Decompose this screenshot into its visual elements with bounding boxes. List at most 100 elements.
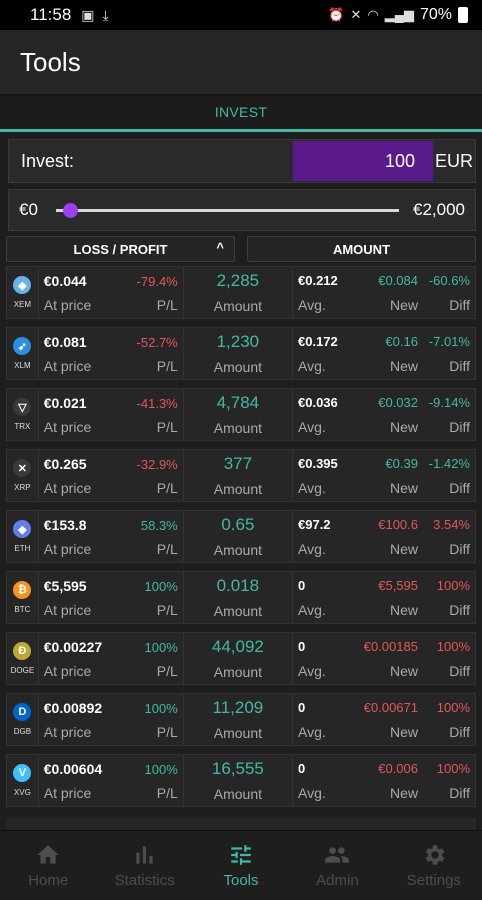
invest-amount-input[interactable]	[293, 141, 433, 181]
list-item[interactable]: ▽ TRX €0.021 -41.3% At price P/L 4,784 A…	[6, 388, 476, 441]
pl-value: -32.9%	[136, 456, 178, 472]
nav-settings[interactable]: Settings	[386, 831, 482, 900]
list-item[interactable]: ₿ BTC €5,595 100% At price P/L 0.018 Amo…	[6, 571, 476, 624]
bar-chart-icon	[135, 846, 153, 864]
pl-label: P/L	[156, 357, 178, 374]
nav-statistics[interactable]: Statistics	[96, 831, 192, 900]
sliders-icon	[231, 845, 251, 865]
new-value: €0.032	[378, 394, 418, 410]
sort-amount-button[interactable]: AMOUNT	[247, 236, 476, 262]
new-label: New	[389, 784, 418, 801]
diff-label: Diff	[449, 418, 470, 435]
sort-loss-profit-button[interactable]: LOSS / PROFIT ^	[6, 236, 235, 262]
invest-currency: EUR	[434, 150, 473, 171]
amount-value: 16,555	[211, 759, 264, 778]
amount-cell: 16,555 Amount	[184, 755, 293, 806]
pl-label: P/L	[156, 418, 178, 435]
avg-value: €0.212	[298, 272, 338, 288]
battery-percent: 70%	[419, 6, 452, 23]
new-label: New	[389, 296, 418, 313]
new-label: New	[389, 418, 418, 435]
slider-thumb[interactable]	[63, 202, 79, 218]
avg-cell: €97.2 €100.6 3.54% Avg. New Diff	[293, 511, 475, 562]
new-value: €0.006	[378, 760, 418, 776]
list-item[interactable]: ➶ XLM €0.081 -52.7% At price P/L 1,230 A…	[6, 327, 476, 380]
tab-invest[interactable]: INVEST	[0, 95, 482, 132]
invest-label: Invest:	[21, 150, 75, 171]
at-price-value: €0.044	[43, 272, 87, 289]
avg-label: Avg.	[298, 479, 326, 496]
amount-value: 2,285	[216, 271, 260, 290]
avg-value: 0	[298, 577, 306, 593]
app-bar: Tools	[0, 30, 482, 94]
people-icon	[325, 847, 350, 863]
coin-icon: ₿	[13, 581, 32, 599]
sort-amount-label: AMOUNT	[332, 241, 391, 257]
new-value: €5,595	[378, 577, 418, 593]
page-title: Tools	[20, 46, 81, 77]
coin-symbol: ETH	[14, 544, 31, 553]
avg-label: Avg.	[298, 540, 326, 557]
partial-list-item	[6, 818, 476, 830]
new-value: €0.39	[385, 455, 418, 471]
coin-icon: Ð	[13, 642, 32, 660]
at-price-value: €0.00604	[43, 760, 103, 777]
avg-label: Avg.	[298, 418, 326, 435]
list-item[interactable]: V XVG €0.00604 100% At price P/L 16,555 …	[6, 754, 476, 807]
invest-slider[interactable]	[55, 202, 399, 218]
diff-label: Diff	[449, 540, 470, 557]
coin-icon: V	[13, 764, 32, 782]
amount-label: Amount	[213, 603, 262, 619]
nav-admin[interactable]: Admin	[289, 831, 385, 900]
diff-value: 100%	[436, 577, 470, 593]
coin-symbol: TRX	[14, 422, 31, 431]
amount-label: Amount	[213, 542, 262, 558]
list-item[interactable]: ◈ XEM €0.044 -79.4% At price P/L 2,285 A…	[6, 266, 476, 319]
at-price-value: €0.00892	[43, 699, 103, 716]
nav-tools-label: Tools	[223, 872, 259, 889]
diff-value: -9.14%	[428, 394, 470, 410]
list-item[interactable]: D DGB €0.00892 100% At price P/L 11,209 …	[6, 693, 476, 746]
nav-tools[interactable]: Tools	[193, 831, 289, 900]
coin-cell: ➶ XLM	[7, 328, 39, 379]
list-item[interactable]: Ð DOGE €0.00227 100% At price P/L 44,092…	[6, 632, 476, 685]
diff-label: Diff	[449, 784, 470, 801]
nav-home[interactable]: Home	[0, 831, 96, 900]
coin-cell: ✕ XRP	[7, 450, 39, 501]
new-value: €0.00671	[363, 699, 418, 715]
avg-value: 0	[298, 760, 306, 776]
pl-value: -52.7%	[136, 334, 178, 350]
pl-label: P/L	[156, 662, 178, 679]
price-cell: €153.8 58.3% At price P/L	[39, 511, 184, 562]
amount-cell: 44,092 Amount	[184, 633, 293, 684]
coin-symbol: DGB	[13, 727, 32, 736]
amount-label: Amount	[213, 298, 262, 314]
mute-icon: ✕	[350, 7, 362, 22]
amount-value: 11,209	[212, 698, 264, 717]
at-price-label: At price	[43, 723, 92, 740]
status-time: 11:58	[30, 5, 72, 24]
at-price-value: €153.8	[43, 516, 87, 533]
avg-value: €97.2	[298, 516, 331, 532]
avg-label: Avg.	[298, 601, 326, 618]
amount-label: Amount	[213, 786, 262, 802]
list-item[interactable]: ◆ ETH €153.8 58.3% At price P/L 0.65 Amo…	[6, 510, 476, 563]
status-bar: 11:58 ▣ ⤓ ⏰ ✕ ◠ ▂▄▆ 70%	[0, 0, 482, 30]
amount-label: Amount	[213, 725, 262, 741]
pl-value: 100%	[144, 639, 178, 655]
sort-row: LOSS / PROFIT ^ AMOUNT	[6, 236, 476, 262]
coin-cell: ▽ TRX	[7, 389, 39, 440]
at-price-value: €0.265	[43, 455, 87, 472]
pl-label: P/L	[156, 784, 178, 801]
price-cell: €0.021 -41.3% At price P/L	[39, 389, 184, 440]
slider-max-label: €2,000	[413, 200, 465, 219]
coin-icon: ➶	[13, 337, 32, 355]
at-price-value: €0.081	[43, 333, 87, 350]
at-price-label: At price	[43, 418, 92, 435]
chevron-up-icon: ^	[216, 240, 224, 255]
avg-cell: €0.036 €0.032 -9.14% Avg. New Diff	[293, 389, 475, 440]
price-cell: €0.081 -52.7% At price P/L	[39, 328, 184, 379]
at-price-label: At price	[43, 601, 92, 618]
list-item[interactable]: ✕ XRP €0.265 -32.9% At price P/L 377 Amo…	[6, 449, 476, 502]
amount-value: 4,784	[216, 393, 260, 412]
